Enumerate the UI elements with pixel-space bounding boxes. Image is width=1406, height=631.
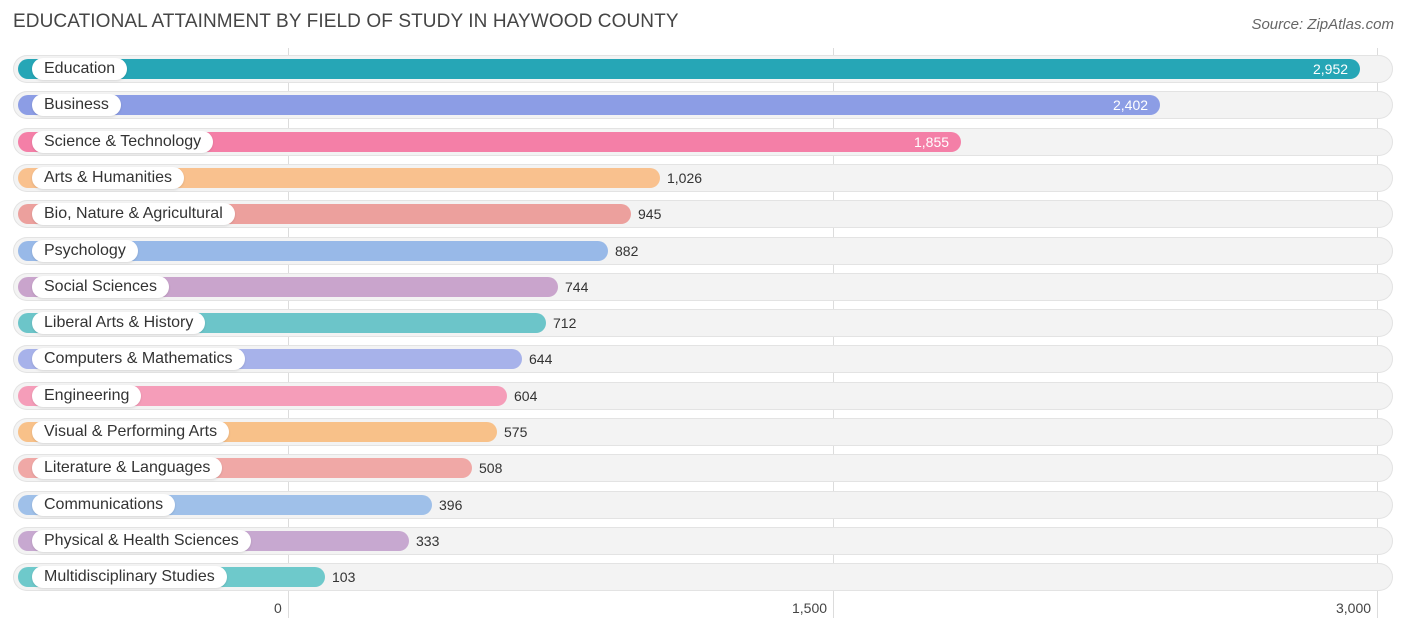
bar <box>18 95 1160 115</box>
category-label: Visual & Performing Arts <box>32 421 230 443</box>
data-label: 744 <box>565 279 589 295</box>
bar <box>18 241 608 261</box>
data-label: 1,855 <box>914 134 950 150</box>
category-label: Business <box>32 94 121 116</box>
category-label: Education <box>32 58 128 80</box>
source-note: Source: ZipAtlas.com <box>1251 16 1394 33</box>
data-label: 508 <box>479 460 503 476</box>
bar <box>18 386 507 406</box>
x-tick-label: 1,500 <box>792 600 828 616</box>
data-label: 575 <box>504 424 528 440</box>
category-label: Computers & Mathematics <box>32 348 245 370</box>
category-label: Physical & Health Sciences <box>32 530 251 552</box>
bar <box>18 132 961 152</box>
bar <box>18 59 1360 79</box>
data-label: 604 <box>514 388 538 404</box>
data-label: 945 <box>638 206 662 222</box>
x-tick-label: 3,000 <box>1336 600 1372 616</box>
data-label: 103 <box>332 569 356 585</box>
x-tick-label: 0 <box>274 600 282 616</box>
category-label: Multidisciplinary Studies <box>32 566 227 588</box>
category-label: Arts & Humanities <box>32 167 185 189</box>
category-label: Engineering <box>32 385 142 407</box>
data-label: 882 <box>615 243 639 259</box>
category-label: Social Sciences <box>32 276 169 298</box>
chart-title: EDUCATIONAL ATTAINMENT BY FIELD OF STUDY… <box>13 11 679 32</box>
data-label: 333 <box>416 533 440 549</box>
category-label: Communications <box>32 494 176 516</box>
data-label: 396 <box>439 497 463 513</box>
category-label: Bio, Nature & Agricultural <box>32 203 235 225</box>
category-label: Psychology <box>32 240 138 262</box>
category-label: Liberal Arts & History <box>32 312 206 334</box>
data-label: 644 <box>529 351 553 367</box>
category-label: Science & Technology <box>32 131 214 153</box>
data-label: 712 <box>553 315 577 331</box>
data-label: 2,952 <box>1313 61 1349 77</box>
category-label: Literature & Languages <box>32 457 223 479</box>
data-label: 1,026 <box>667 170 703 186</box>
data-label: 2,402 <box>1113 97 1149 113</box>
